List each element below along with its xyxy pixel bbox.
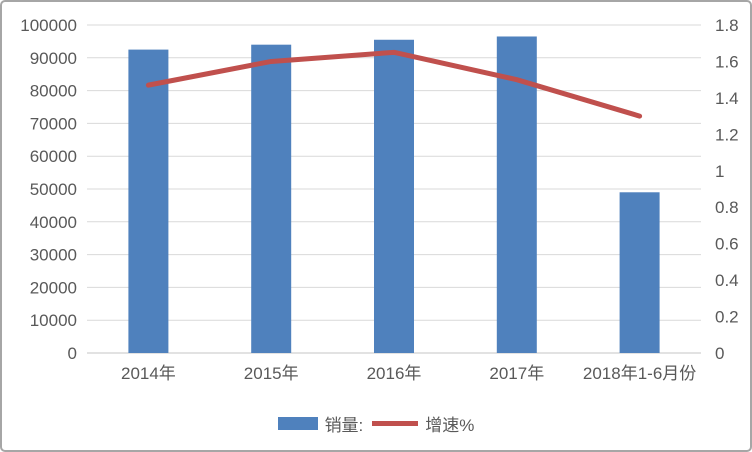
legend-label-sales: 销量: [324, 416, 364, 435]
right-axis-tick-label: 0.2 [715, 308, 739, 327]
legend-line-swatch [372, 421, 419, 426]
right-axis-tick-label: 1.4 [715, 89, 739, 108]
left-axis-tick-label: 0 [68, 344, 77, 363]
sales-bar[interactable] [251, 44, 292, 354]
right-axis-tick-label: 0.8 [715, 198, 739, 217]
right-axis-tick-label: 0.4 [715, 271, 739, 290]
left-axis-tick-label: 90000 [30, 49, 77, 68]
left-axis-tick-label: 20000 [30, 278, 77, 297]
sales-bar[interactable] [374, 39, 414, 353]
sales-bar[interactable] [619, 192, 660, 353]
right-axis-tick-label: 1.2 [715, 125, 739, 144]
sales-bar[interactable] [496, 36, 537, 353]
left-axis-tick-label: 40000 [30, 213, 77, 232]
legend: 销量: 增速% [2, 411, 750, 436]
right-axis-tick-label: 0.6 [715, 235, 739, 254]
left-axis-tick-label: 100000 [20, 16, 77, 35]
growth-line[interactable] [145, 49, 643, 119]
left-axis-tick-label: 70000 [30, 114, 77, 133]
right-axis-tick-label: 1.8 [715, 16, 739, 35]
left-axis-tick-label: 80000 [30, 82, 77, 101]
left-axis-tick-label: 10000 [30, 311, 77, 330]
x-axis-category-label: 2017年 [489, 364, 544, 383]
left-axis-tick-label: 30000 [30, 246, 77, 265]
right-axis-tick-label: 1.6 [715, 52, 739, 71]
right-axis-tick-label: 0 [715, 344, 724, 363]
x-axis-category-label: 2015年 [244, 364, 299, 383]
x-axis-category-label: 2016年 [367, 364, 422, 383]
legend-bar-swatch [277, 417, 318, 430]
legend-label-growth: 增速% [425, 416, 475, 435]
legend-item-sales[interactable]: 销量: [277, 411, 364, 436]
right-axis-tick-label: 1 [715, 162, 724, 181]
x-axis-category-label: 2018年1-6月份 [583, 364, 696, 383]
legend-item-growth[interactable]: 增速% [372, 411, 474, 436]
x-axis-category-label: 2014年 [121, 364, 176, 383]
left-axis-tick-label: 50000 [30, 180, 77, 199]
left-axis-tick-label: 60000 [30, 147, 77, 166]
sales-bar[interactable] [128, 49, 169, 353]
